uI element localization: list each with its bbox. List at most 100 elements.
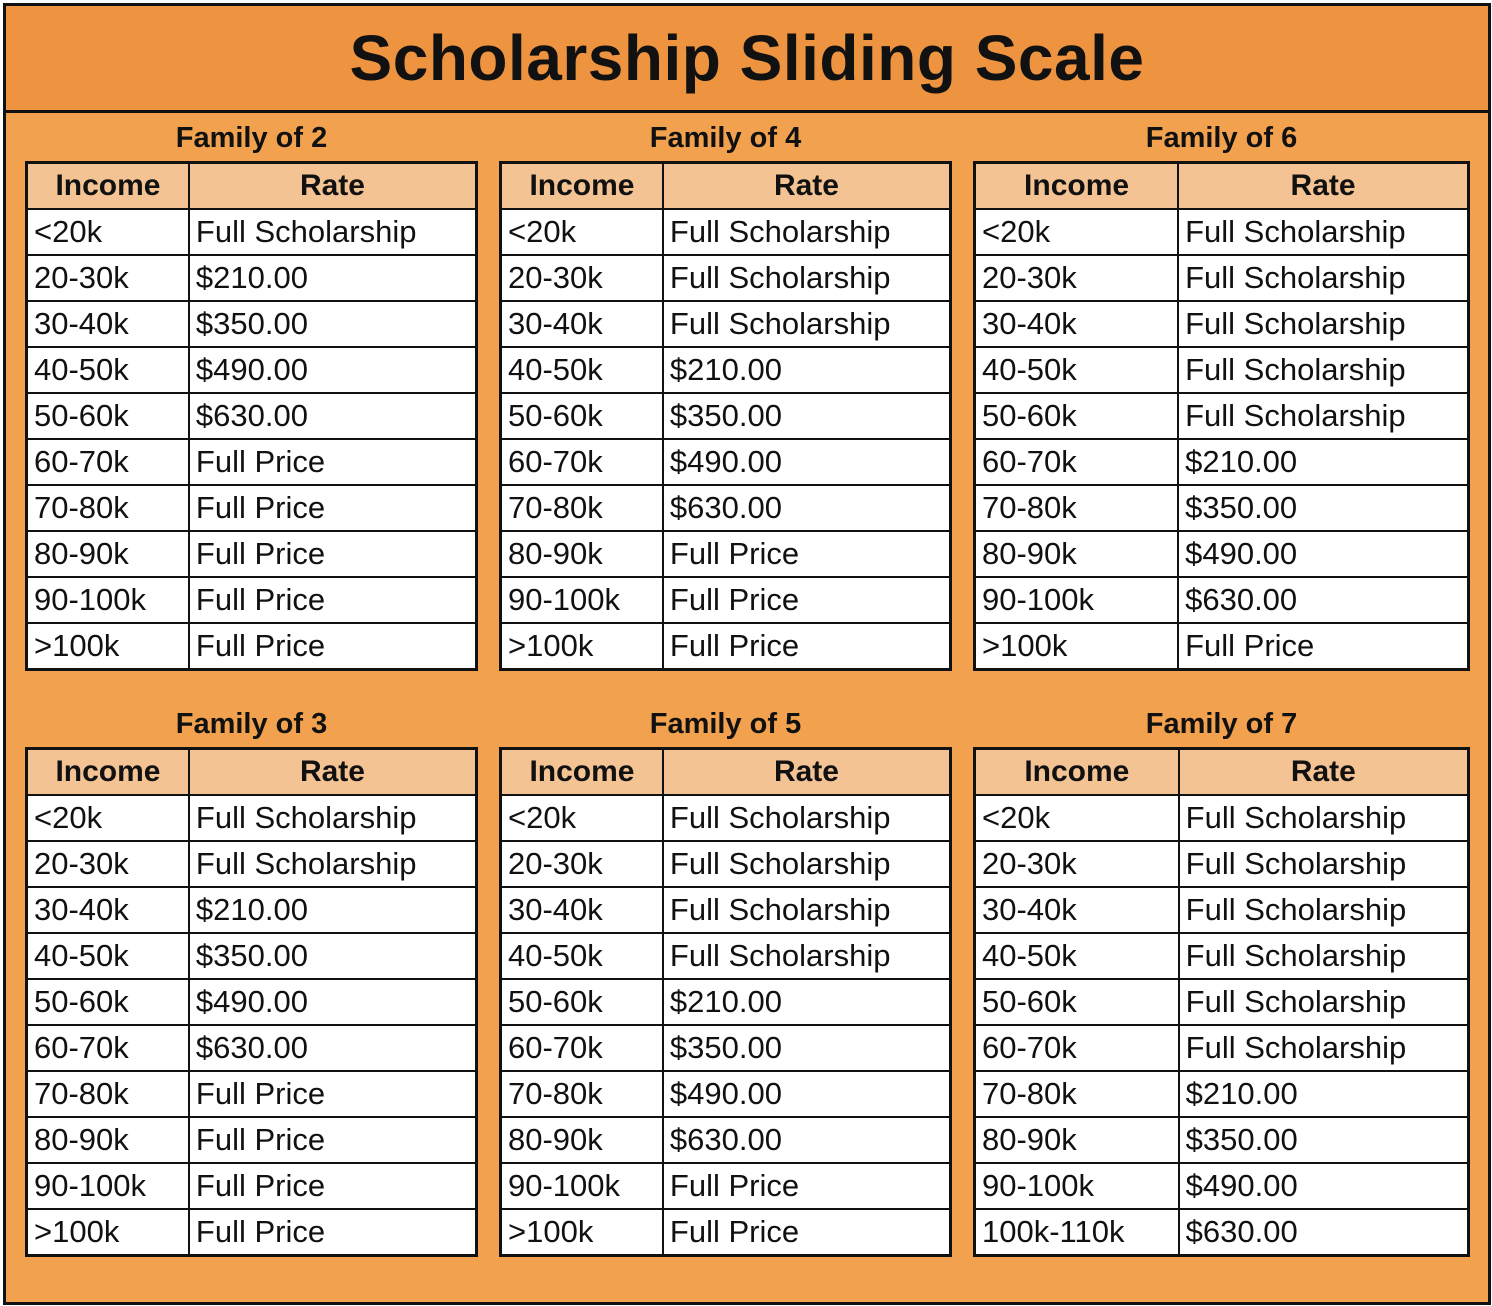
rate-cell: $490.00 xyxy=(661,1070,952,1118)
rate-cell: $490.00 xyxy=(1177,530,1470,578)
family-block: Family of 4 Income Rate <20k Full Scholarshi… xyxy=(499,116,952,701)
rate-cell: Full Scholarship xyxy=(661,254,952,302)
table-row: <20k Full Scholarship xyxy=(973,208,1470,256)
income-cell: 50-60k xyxy=(499,392,664,440)
table-row: 50-60k $210.00 xyxy=(499,978,952,1026)
income-cell: <20k xyxy=(973,794,1180,842)
table-row: 70-80k $350.00 xyxy=(973,484,1470,532)
table-row: 80-90k $350.00 xyxy=(973,1116,1470,1164)
table-row: 60-70k Full Scholarship xyxy=(973,1024,1470,1072)
income-cell: 90-100k xyxy=(973,576,1180,624)
table-header-row: Income Rate xyxy=(499,747,952,796)
rate-cell: $210.00 xyxy=(187,254,478,302)
family-label: Family of 3 xyxy=(175,707,328,740)
rate-cell: Full Price xyxy=(661,530,952,578)
family-label: Family of 5 xyxy=(649,707,802,740)
page-title: Scholarship Sliding Scale xyxy=(349,22,1145,94)
income-cell: >100k xyxy=(499,1208,664,1257)
rate-cell: $490.00 xyxy=(187,346,478,394)
table-row: 70-80k $630.00 xyxy=(499,484,952,532)
table-row: 70-80k $210.00 xyxy=(973,1070,1470,1118)
table-row: 20-30k Full Scholarship xyxy=(973,254,1470,302)
income-cell: 50-60k xyxy=(499,978,664,1026)
table-row: 30-40k Full Scholarship xyxy=(499,886,952,934)
rate-cell: $490.00 xyxy=(1177,1162,1470,1210)
rate-cell: $630.00 xyxy=(1177,1208,1470,1257)
table-row: 20-30k Full Scholarship xyxy=(25,840,478,888)
rate-cell: Full Scholarship xyxy=(1177,978,1470,1026)
income-cell: 30-40k xyxy=(25,300,190,348)
income-cell: 60-70k xyxy=(973,438,1180,486)
rate-cell: Full Price xyxy=(661,622,952,671)
income-cell: 70-80k xyxy=(25,484,190,532)
income-cell: 80-90k xyxy=(973,1116,1180,1164)
income-cell: 50-60k xyxy=(973,978,1180,1026)
rate-cell: $490.00 xyxy=(661,438,952,486)
table-row: 20-30k Full Scholarship xyxy=(499,840,952,888)
column-header-rate: Rate xyxy=(1177,747,1470,796)
rate-cell: Full Scholarship xyxy=(1177,886,1470,934)
table-row: <20k Full Scholarship xyxy=(25,208,478,256)
rate-cell: $630.00 xyxy=(187,1024,478,1072)
table-row: 30-40k $210.00 xyxy=(25,886,478,934)
table-row: 60-70k $210.00 xyxy=(973,438,1470,486)
table-row: >100k Full Price xyxy=(973,622,1470,671)
income-cell: 30-40k xyxy=(499,886,664,934)
rate-cell: Full Price xyxy=(661,576,952,624)
rate-cell: Full Price xyxy=(187,1162,478,1210)
income-cell: 90-100k xyxy=(25,576,190,624)
rate-table: Income Rate <20k Full Scholarship 20-30k Full… xyxy=(499,747,952,1257)
income-cell: >100k xyxy=(973,622,1180,671)
table-row: 90-100k Full Price xyxy=(25,1162,478,1210)
table-row: 80-90k $630.00 xyxy=(499,1116,952,1164)
table-row: 20-30k $210.00 xyxy=(25,254,478,302)
table-row: 40-50k $350.00 xyxy=(25,932,478,980)
income-cell: 20-30k xyxy=(973,840,1180,888)
table-row: 90-100k $630.00 xyxy=(973,576,1470,624)
table-row: <20k Full Scholarship xyxy=(499,794,952,842)
income-cell: 40-50k xyxy=(25,932,190,980)
family-label: Family of 2 xyxy=(175,121,328,154)
table-header-row: Income Rate xyxy=(499,161,952,210)
table-row: >100k Full Price xyxy=(25,1208,478,1257)
income-cell: 20-30k xyxy=(25,254,190,302)
table-row: 70-80k $490.00 xyxy=(499,1070,952,1118)
table-row: 70-80k Full Price xyxy=(25,1070,478,1118)
family-label: Family of 6 xyxy=(1145,121,1298,154)
income-cell: 60-70k xyxy=(499,1024,664,1072)
rate-cell: Full Price xyxy=(187,622,478,671)
rate-cell: Full Scholarship xyxy=(1177,1024,1470,1072)
rate-cell: $210.00 xyxy=(187,886,478,934)
income-cell: 60-70k xyxy=(499,438,664,486)
table-header-row: Income Rate xyxy=(973,161,1470,210)
table-header-row: Income Rate xyxy=(25,747,478,796)
title-bar: Scholarship Sliding Scale xyxy=(6,6,1488,113)
table-row: 90-100k Full Price xyxy=(499,1162,952,1210)
table-row: <20k Full Scholarship xyxy=(973,794,1470,842)
income-cell: 70-80k xyxy=(25,1070,190,1118)
rate-cell: Full Price xyxy=(1177,622,1470,671)
rate-cell: $210.00 xyxy=(661,978,952,1026)
income-cell: 20-30k xyxy=(499,840,664,888)
income-cell: 60-70k xyxy=(973,1024,1180,1072)
family-block: Family of 7 Income Rate <20k Full Scholarshi… xyxy=(973,702,1470,1287)
rate-cell: Full Scholarship xyxy=(1177,932,1470,980)
income-cell: 80-90k xyxy=(499,1116,664,1164)
rate-cell: $210.00 xyxy=(1177,438,1470,486)
rate-cell: Full Scholarship xyxy=(661,208,952,256)
table-row: >100k Full Price xyxy=(499,1208,952,1257)
income-cell: 70-80k xyxy=(499,484,664,532)
table-row: 20-30k Full Scholarship xyxy=(499,254,952,302)
rate-table: Income Rate <20k Full Scholarship 20-30k $210… xyxy=(25,161,478,671)
income-cell: 40-50k xyxy=(25,346,190,394)
income-cell: 20-30k xyxy=(25,840,190,888)
family-label: Family of 4 xyxy=(649,121,802,154)
rate-cell: Full Scholarship xyxy=(661,840,952,888)
rate-cell: Full Scholarship xyxy=(1177,392,1470,440)
rate-cell: Full Price xyxy=(187,438,478,486)
column-header-rate: Rate xyxy=(187,161,478,210)
table-row: 60-70k $490.00 xyxy=(499,438,952,486)
rate-cell: $490.00 xyxy=(187,978,478,1026)
rate-cell: Full Scholarship xyxy=(661,300,952,348)
table-row: 80-90k $490.00 xyxy=(973,530,1470,578)
